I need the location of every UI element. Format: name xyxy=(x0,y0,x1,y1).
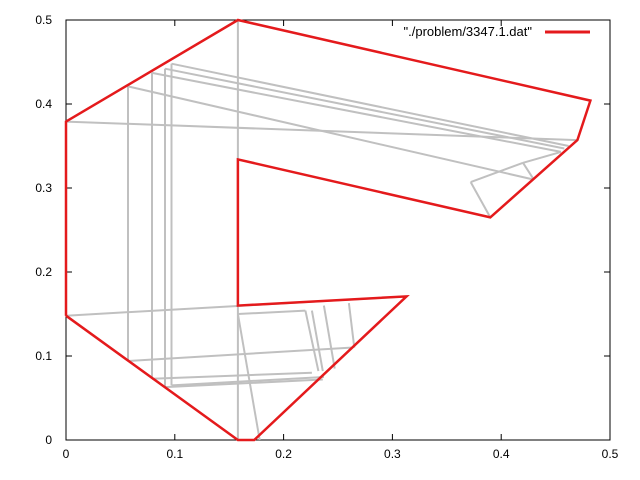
plot-frame xyxy=(65,19,611,441)
series-line xyxy=(522,162,535,181)
axis-ticks: 0 0.1 0.2 0.3 0.4 0.5 0 0.1 0.2 0.3 0.4 0.5 xyxy=(35,13,618,461)
y-tick-label: 0 xyxy=(45,433,52,447)
x-tick-label: 0.1 xyxy=(166,447,183,461)
series-line xyxy=(237,309,306,315)
y-tick-label: 0.1 xyxy=(35,349,52,363)
series-line xyxy=(171,62,569,147)
series-line xyxy=(127,346,352,362)
series-line xyxy=(164,67,565,150)
x-tick-label: 0.5 xyxy=(602,447,619,461)
x-tick-label: 0.2 xyxy=(275,447,292,461)
series-line xyxy=(64,18,593,442)
red-series xyxy=(64,18,593,442)
series-line xyxy=(470,161,524,184)
gray-series xyxy=(65,20,578,441)
y-tick-label: 0.5 xyxy=(35,13,52,27)
y-tick-label: 0.3 xyxy=(35,181,52,195)
y-tick-label: 0.4 xyxy=(35,97,52,111)
series-line xyxy=(151,371,312,380)
y-tick-label: 0.2 xyxy=(35,265,52,279)
x-tick-label: 0 xyxy=(63,447,70,461)
series-line xyxy=(347,302,356,348)
x-tick-label: 0.3 xyxy=(384,447,401,461)
series-line xyxy=(151,71,562,153)
series-line xyxy=(171,376,324,387)
series-line xyxy=(322,305,336,369)
series-line xyxy=(310,310,324,372)
x-tick-label: 0.4 xyxy=(493,447,510,461)
series-line xyxy=(469,181,492,218)
legend-label: "./problem/3347.1.dat" xyxy=(404,24,533,39)
series-line xyxy=(164,378,323,389)
series-line xyxy=(304,310,320,372)
legend: "./problem/3347.1.dat" xyxy=(404,24,590,39)
series-line xyxy=(522,150,562,164)
series-line xyxy=(236,313,261,441)
series-line xyxy=(127,85,535,181)
